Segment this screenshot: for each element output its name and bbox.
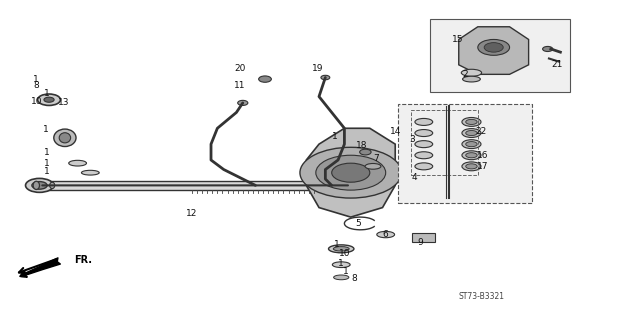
Text: 1: 1 [44,148,50,156]
Text: 1: 1 [33,75,39,84]
Ellipse shape [377,231,394,238]
Ellipse shape [462,140,481,148]
Text: 1: 1 [44,89,50,98]
Text: 17: 17 [477,162,488,171]
Text: 19: 19 [312,63,323,73]
Text: 16: 16 [477,151,488,160]
Text: FR.: FR. [75,255,93,265]
Text: 1: 1 [44,167,50,176]
Circle shape [258,76,271,82]
Ellipse shape [69,160,87,166]
Circle shape [300,147,401,198]
Ellipse shape [334,275,349,280]
Text: 10: 10 [31,97,42,106]
Text: 9: 9 [418,238,424,247]
Text: 8: 8 [352,275,357,284]
Ellipse shape [462,117,481,126]
Text: 4: 4 [412,173,417,182]
Circle shape [332,163,370,182]
Ellipse shape [415,152,433,159]
Ellipse shape [466,153,477,158]
Circle shape [238,100,248,105]
Ellipse shape [360,149,371,155]
Ellipse shape [462,151,481,160]
Text: 13: 13 [58,99,70,108]
Ellipse shape [466,142,477,147]
Ellipse shape [415,118,433,125]
Ellipse shape [82,170,100,175]
Polygon shape [306,128,395,217]
Ellipse shape [59,133,71,143]
Circle shape [478,39,510,55]
Ellipse shape [466,119,477,124]
Ellipse shape [461,69,482,76]
Text: 22: 22 [475,127,487,136]
Ellipse shape [50,182,55,188]
Ellipse shape [332,262,350,268]
FancyBboxPatch shape [412,233,435,242]
Ellipse shape [329,245,354,253]
Text: 1: 1 [332,132,338,141]
Ellipse shape [365,164,381,169]
Circle shape [316,155,386,190]
Circle shape [321,75,330,80]
Circle shape [32,181,47,189]
Ellipse shape [33,181,40,189]
Text: 21: 21 [551,60,563,69]
Text: 11: 11 [234,81,246,90]
Text: ST73-B3321: ST73-B3321 [459,292,505,301]
FancyBboxPatch shape [40,181,351,190]
Polygon shape [459,27,529,74]
Circle shape [38,94,61,105]
FancyBboxPatch shape [430,19,570,92]
Text: 7: 7 [373,154,379,163]
Text: 1: 1 [334,240,339,249]
Text: 15: 15 [452,35,463,44]
Ellipse shape [463,76,480,82]
Ellipse shape [415,163,433,170]
Text: 5: 5 [355,219,360,228]
Circle shape [26,178,54,192]
Text: 1: 1 [343,267,348,276]
Circle shape [542,46,553,52]
Text: 1: 1 [43,125,48,134]
Ellipse shape [462,162,481,171]
Text: 10: 10 [339,249,350,258]
Text: 8: 8 [33,81,39,90]
Ellipse shape [466,164,477,169]
Text: 2: 2 [463,70,468,79]
Text: 18: 18 [356,141,367,150]
Ellipse shape [415,130,433,137]
Text: 12: 12 [186,209,198,219]
Text: 1: 1 [44,159,50,168]
Text: 6: 6 [383,230,389,239]
Ellipse shape [415,141,433,148]
Ellipse shape [466,131,477,136]
Text: 20: 20 [234,63,245,73]
Text: 3: 3 [410,135,415,144]
Ellipse shape [333,247,349,251]
FancyBboxPatch shape [398,105,532,203]
Ellipse shape [54,129,76,147]
Text: 14: 14 [390,127,401,136]
Ellipse shape [462,129,481,138]
Circle shape [484,43,503,52]
Text: 1: 1 [338,259,344,268]
Circle shape [44,97,54,102]
